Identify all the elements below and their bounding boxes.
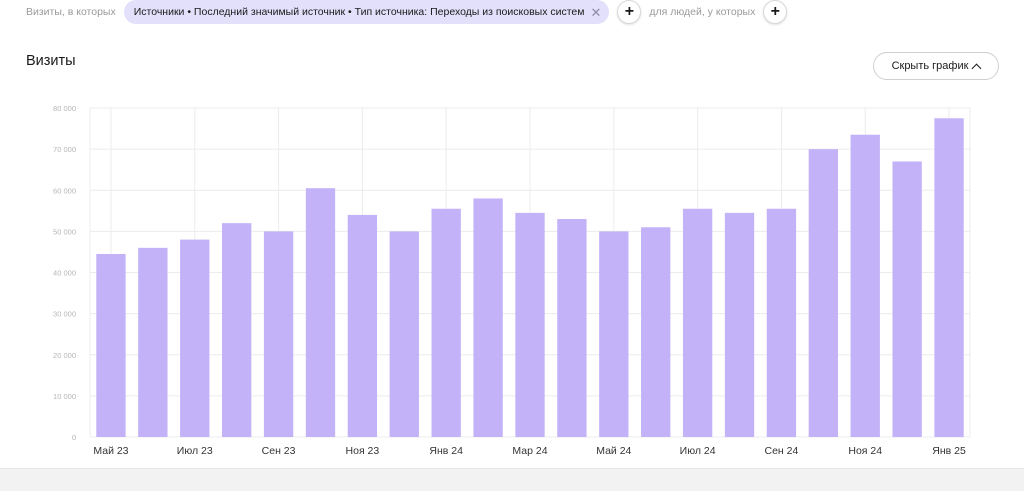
bar-13 [599,231,629,437]
y-tick-label: 0 [72,433,76,442]
x-tick-label: Май 23 [93,445,128,457]
chevron-up-icon [971,63,982,73]
bottom-strip [0,468,1024,491]
bar-21 [934,118,964,437]
add-visit-condition-button[interactable]: + [617,0,642,24]
x-tick-label: Ноя 23 [346,445,380,457]
bar-14 [641,227,671,437]
close-icon[interactable]: ✕ [590,4,602,20]
bar-1 [96,253,126,437]
y-tick-label: 60 000 [53,186,76,195]
y-tick-label: 40 000 [53,269,76,278]
hide-chart-button[interactable]: Скрыть график [873,52,999,80]
bar-3 [180,239,210,437]
bar-10 [473,198,503,437]
x-tick-label: Янв 25 [932,445,966,457]
x-tick-label: Мар 24 [512,445,547,457]
x-tick-label: Май 24 [596,445,631,457]
y-tick-label: 50 000 [53,227,76,236]
bar-6 [305,188,336,437]
bar-16 [724,212,755,437]
y-tick-label: 20 000 [53,351,76,360]
add-people-condition-button[interactable]: + [763,0,788,24]
filter-prefix-label: Визиты, в которых [26,6,116,18]
bar-17 [766,208,797,437]
filter-bar: Визиты, в которых Источники • Последний … [26,0,788,24]
bar-5 [263,231,294,437]
segment-filter-label: Источники • Последний значимый источник … [133,6,585,18]
bar-15 [682,208,713,437]
bar-20 [892,161,922,437]
visits-chart: 0 10 000 20 000 30 000 40 000 50 000 60 000 70 … [0,96,1024,466]
x-tick-label: Ноя 24 [848,445,882,457]
chart-title: Визиты [26,53,76,69]
segment-filter-chip[interactable]: Источники • Последний значимый источник … [123,0,610,24]
y-tick-label: 30 000 [53,310,76,319]
y-tick-label: 80 000 [53,104,76,113]
bar-4 [222,223,252,437]
filter-people-label: для людей, у которых [649,6,756,18]
visits-bar-chart: 0 10 000 20 000 30 000 40 000 50 000 60 000 70 … [53,104,971,457]
bar-2 [138,247,168,437]
bar-18 [808,149,838,437]
y-tick-label: 70 000 [53,145,76,154]
x-tick-label: Июл 23 [177,445,213,457]
bar-9 [431,208,461,437]
bar-7 [347,214,378,437]
x-tick-label: Сен 23 [262,445,296,457]
bar-19 [850,134,880,437]
x-tick-label: Июл 24 [680,445,716,457]
x-tick-label: Янв 24 [429,445,463,457]
bar-11 [515,212,545,437]
bar-12 [557,219,587,437]
y-tick-label: 10 000 [53,392,76,401]
hide-chart-label: Скрыть график [891,60,969,72]
bar-8 [389,231,419,437]
x-tick-label: Сен 24 [765,445,799,457]
